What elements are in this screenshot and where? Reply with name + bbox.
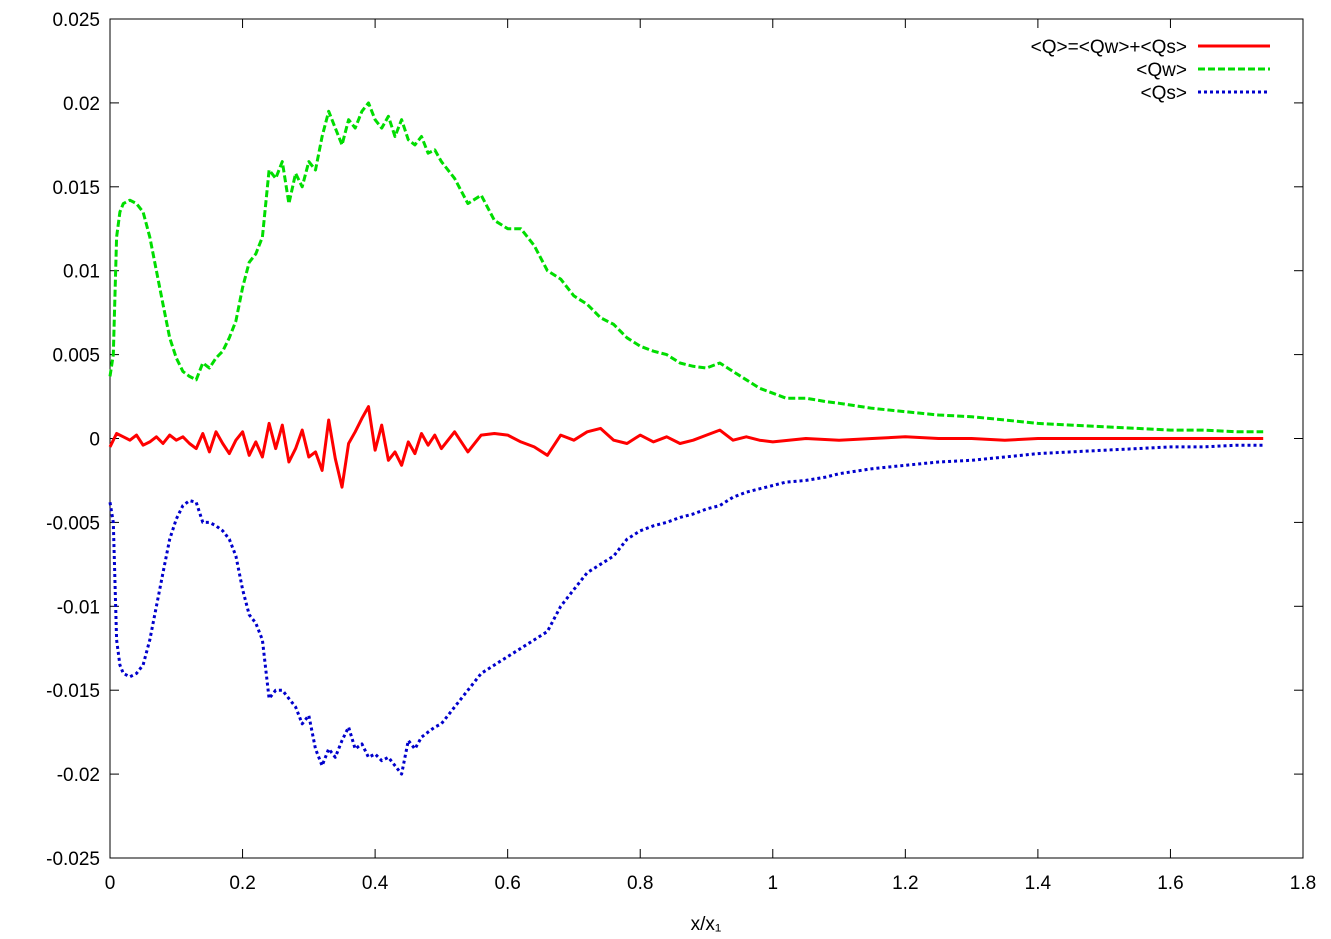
y-tick-label: 0.02 (63, 94, 100, 115)
x-tick-label: 1.6 (1157, 873, 1183, 894)
x-tick-label: 0.4 (362, 873, 389, 894)
x-tick-label: 0.8 (627, 873, 653, 894)
x-tick-label: 1.8 (1290, 873, 1316, 894)
series-line-2 (108, 443, 1264, 776)
y-tick-label: 0.005 (52, 346, 100, 367)
y-tick-label: 0.01 (63, 262, 100, 283)
series-line-1 (108, 101, 1264, 434)
legend: <Q>=<Qw>+<Qs><Qw><Qs> (1031, 37, 1270, 104)
x-tick-label: 1.4 (1025, 873, 1052, 894)
plot-series (108, 101, 1264, 776)
series-line-0 (108, 405, 1264, 489)
legend-label-0: <Q>=<Qw>+<Qs> (1031, 37, 1187, 58)
y-axis: -0.025 -0.02 -0.015 -0.01 -0.005 0 0.005 0.01 0.… (46, 10, 1303, 870)
x-tick-label: 1.2 (892, 873, 918, 894)
x-tick-label: 0.2 (229, 873, 255, 894)
y-tick-label: 0.015 (52, 178, 100, 199)
legend-label-2: <Qs> (1141, 83, 1187, 104)
y-tick-label: -0.025 (46, 849, 100, 870)
x-tick-label: 0 (105, 873, 116, 894)
y-tick-label: -0.01 (57, 597, 100, 618)
y-tick-label: 0 (89, 430, 100, 451)
y-tick-label: -0.02 (57, 765, 100, 786)
y-tick-label: -0.005 (46, 513, 100, 534)
x-tick-label: 0.6 (494, 873, 520, 894)
y-tick-label: 0.025 (52, 10, 100, 31)
legend-label-1: <Qw> (1136, 60, 1187, 81)
x-tick-label: 1 (767, 873, 778, 894)
x-axis-label: x/x₁ (691, 914, 722, 935)
x-axis: 0 0.2 0.4 0.6 0.8 1 1.2 1.4 1.6 1.8 (105, 19, 1316, 894)
y-tick-label: -0.015 (46, 681, 100, 702)
